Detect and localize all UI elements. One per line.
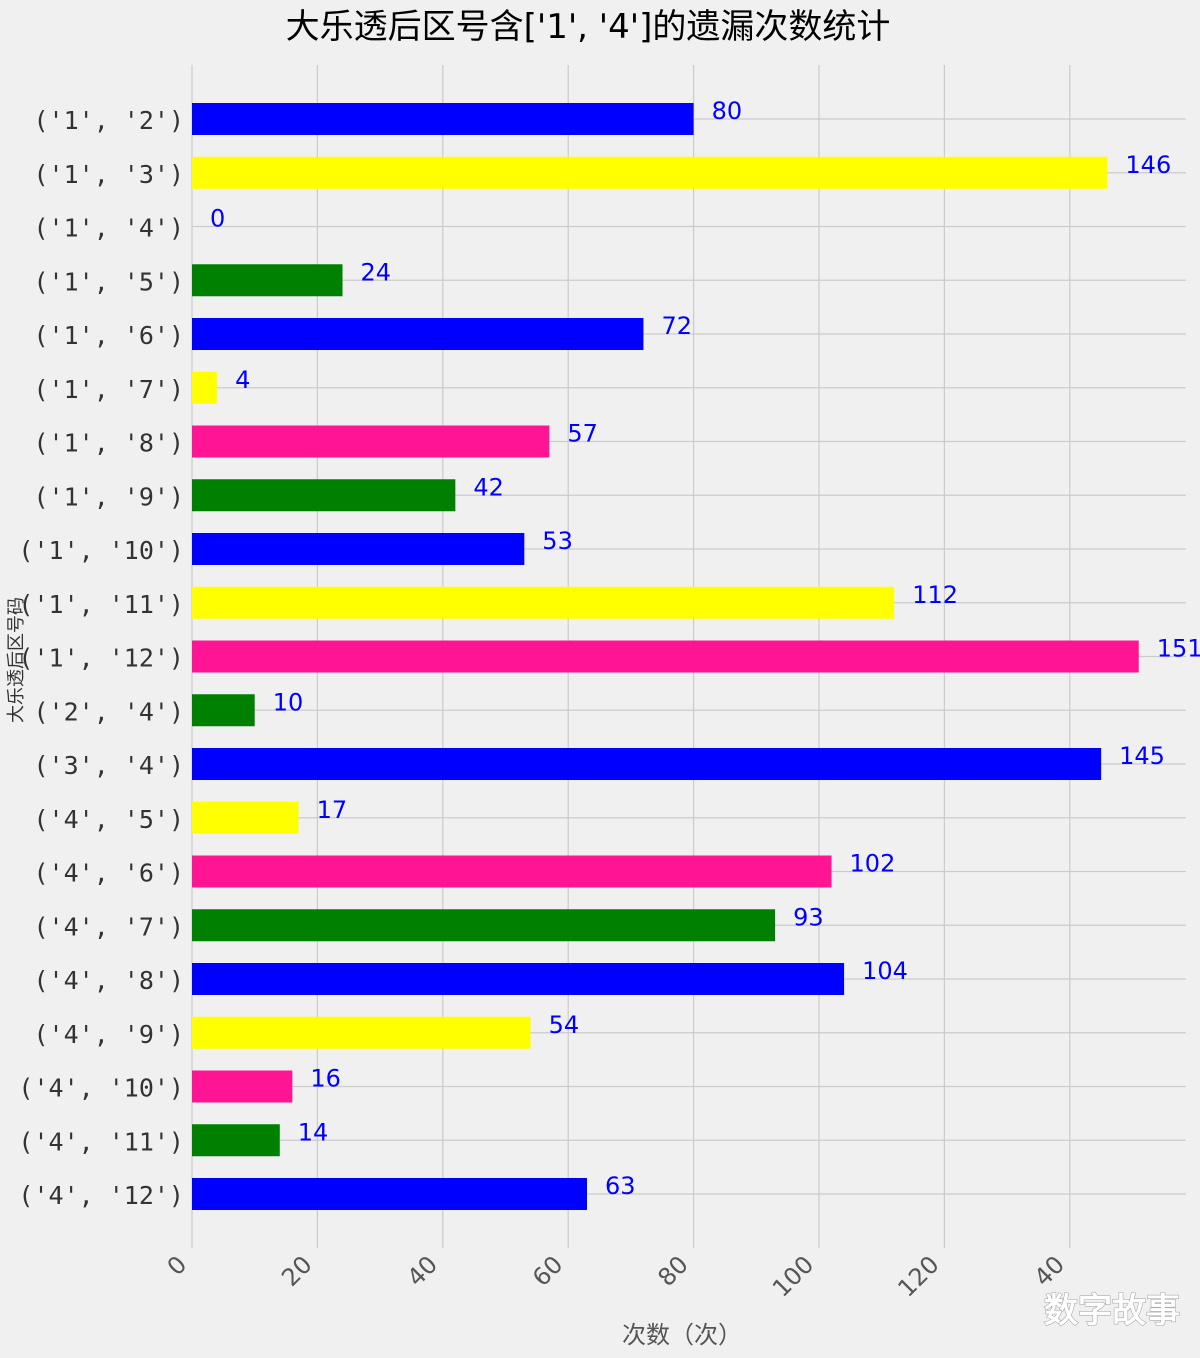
y-tick-label: ('4', '7') xyxy=(33,912,184,941)
x-tick-label: 20 xyxy=(276,1250,317,1291)
data-label: 80 xyxy=(712,97,743,125)
y-tick-label: ('4', '8') xyxy=(33,966,184,995)
bar xyxy=(192,533,525,565)
y-tick-label: ('1', '6') xyxy=(33,321,184,350)
bar xyxy=(192,1070,293,1103)
y-tick-label: ('4', '11') xyxy=(18,1127,184,1156)
x-tick-labels: 0 20 40 60 80 100 120 40 xyxy=(162,1250,1070,1302)
data-label: 63 xyxy=(605,1172,636,1200)
watermark: 数字故事 xyxy=(1044,1291,1180,1331)
data-label: 24 xyxy=(360,258,391,286)
bar xyxy=(192,801,299,834)
data-label: 151 xyxy=(1157,635,1200,663)
y-tick-label: ('4', '10') xyxy=(18,1074,184,1103)
y-tick-label: ('1', '11') xyxy=(18,590,184,619)
bar xyxy=(192,640,1139,673)
y-tick-label: ('4', '5') xyxy=(33,805,184,834)
bar xyxy=(192,586,895,619)
y-tick-label: ('2', '4') xyxy=(33,697,184,726)
bar xyxy=(192,909,776,942)
x-tick-label: 80 xyxy=(652,1250,693,1291)
bar xyxy=(192,371,218,404)
bars xyxy=(192,103,1139,1210)
bar xyxy=(192,156,1108,189)
bar xyxy=(192,1124,280,1157)
y-tick-label: ('1', '10') xyxy=(18,536,184,565)
data-labels: 80 146 0 24 72 4 57 42 53 112 151 10 145 17 102 93 104 54… xyxy=(210,97,1200,1200)
y-tick-label: ('4', '9') xyxy=(33,1020,184,1049)
bar xyxy=(192,694,255,727)
y-tick-label: ('1', '2') xyxy=(33,106,184,135)
bar xyxy=(192,103,694,135)
x-tick-label: 40 xyxy=(402,1250,443,1291)
y-tick-label: ('1', '7') xyxy=(33,375,184,404)
bar xyxy=(192,425,550,458)
data-label: 4 xyxy=(235,366,250,394)
y-tick-labels: ('1', '2') ('1', '3') ('1', '4') ('1', '5')… xyxy=(18,106,184,1210)
y-tick-label: ('1', '8') xyxy=(33,429,184,458)
data-label: 72 xyxy=(661,312,692,340)
y-axis-label: 大乐透后区号码 xyxy=(6,597,27,723)
data-label: 57 xyxy=(567,420,598,448)
data-label: 0 xyxy=(210,205,225,233)
data-label: 112 xyxy=(912,581,958,609)
data-label: 10 xyxy=(273,688,304,716)
bar xyxy=(192,855,832,888)
y-tick-label: ('1', '3') xyxy=(33,160,184,189)
y-tick-label: ('3', '4') xyxy=(33,751,184,780)
bar xyxy=(192,748,1102,780)
x-tick-label: 60 xyxy=(527,1250,568,1291)
bar xyxy=(192,479,456,512)
bar xyxy=(192,1178,588,1210)
data-label: 53 xyxy=(542,527,573,555)
data-label: 146 xyxy=(1125,151,1171,179)
y-tick-label: ('1', '5') xyxy=(33,267,184,296)
x-tick-label: 40 xyxy=(1029,1250,1070,1291)
x-tick-label: 100 xyxy=(767,1250,819,1302)
y-tick-label: ('1', '9') xyxy=(33,482,184,511)
data-label: 145 xyxy=(1119,742,1165,770)
data-label: 54 xyxy=(549,1011,580,1039)
chart-title: 大乐透后区号含['1', '4']的遗漏次数统计 xyxy=(286,7,891,47)
data-label: 102 xyxy=(850,850,896,878)
data-label: 42 xyxy=(473,473,504,501)
data-label: 14 xyxy=(298,1118,329,1146)
bar xyxy=(192,963,845,995)
bar xyxy=(192,264,343,297)
data-label: 104 xyxy=(862,957,908,985)
data-label: 93 xyxy=(793,903,824,931)
bar xyxy=(192,318,644,350)
x-axis-label: 次数（次） xyxy=(622,1321,742,1349)
bar xyxy=(192,1016,531,1049)
x-tick-label: 0 xyxy=(162,1250,193,1281)
data-label: 16 xyxy=(310,1065,341,1093)
y-tick-label: ('4', '12') xyxy=(18,1181,184,1210)
y-tick-label: ('4', '6') xyxy=(33,859,184,888)
y-tick-label: ('1', '12') xyxy=(18,644,184,673)
y-tick-label: ('1', '4') xyxy=(33,214,184,243)
x-tick-label: 120 xyxy=(892,1250,944,1302)
data-label: 17 xyxy=(317,796,348,824)
